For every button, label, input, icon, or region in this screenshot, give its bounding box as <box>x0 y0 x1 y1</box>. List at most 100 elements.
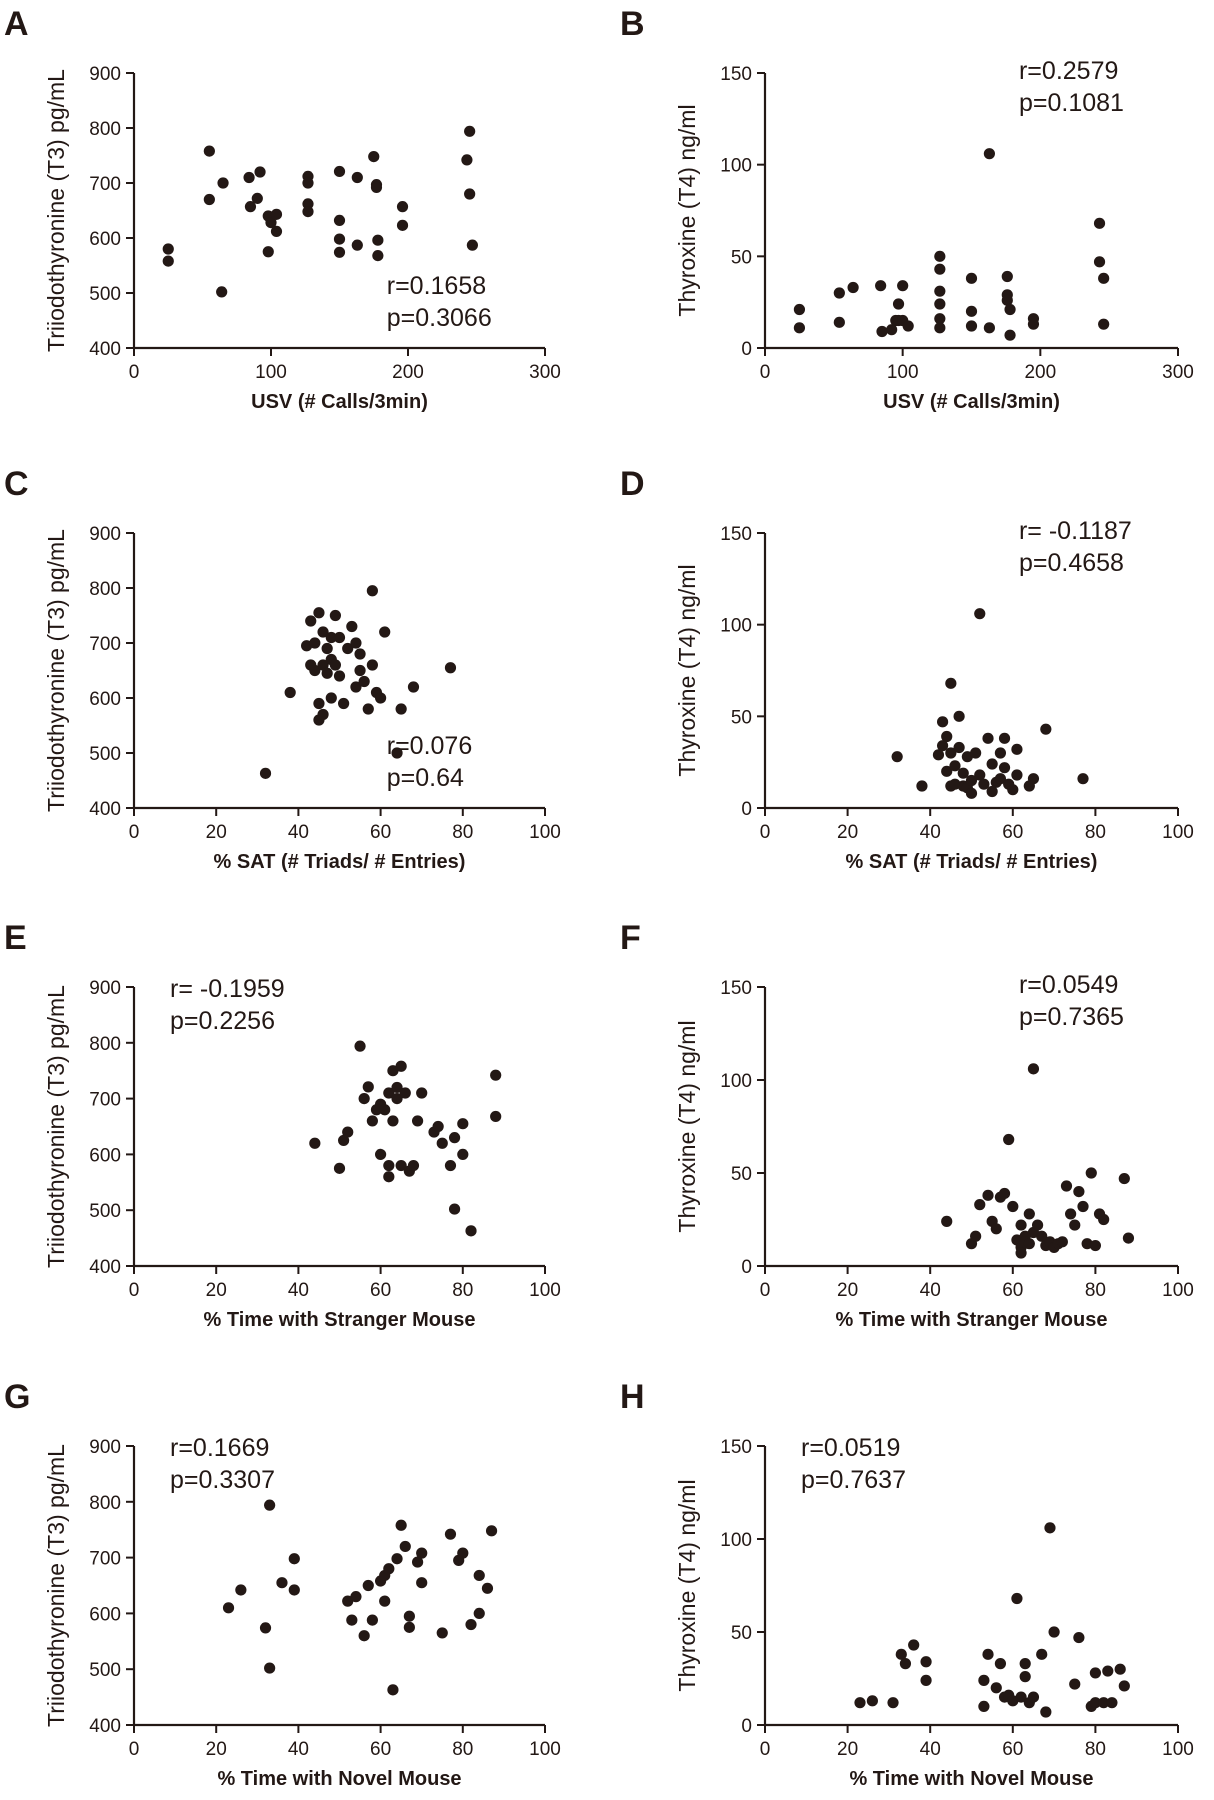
y-tick-label: 900 <box>89 978 121 999</box>
x-tick-label: 200 <box>1024 362 1056 383</box>
scatter-point <box>379 1595 391 1607</box>
scatter-point <box>1004 303 1016 316</box>
scatter-point <box>934 322 946 334</box>
y-tick-label: 400 <box>89 1716 121 1737</box>
scatter-point <box>270 225 283 237</box>
y-tick-label: 700 <box>89 1549 121 1570</box>
scatter-point <box>288 1553 300 1565</box>
scatter-point <box>251 192 263 204</box>
stat-p-value: p=0.3066 <box>387 304 492 332</box>
scatter-point <box>444 662 457 674</box>
scatter-point <box>317 708 329 721</box>
scatter-point <box>351 239 363 251</box>
scatter-point <box>411 1556 424 1568</box>
scatter-point <box>965 774 978 787</box>
y-tick-label: 400 <box>89 339 121 360</box>
y-tick-label: 900 <box>89 64 121 85</box>
scatter-point <box>481 1582 494 1594</box>
x-tick-label: 20 <box>206 1739 227 1760</box>
stat-p-value: p=0.2256 <box>170 1007 275 1035</box>
scatter-point <box>887 1697 899 1709</box>
scatter-point <box>448 1203 461 1215</box>
scatter-point <box>965 320 978 332</box>
scatter-point <box>490 1069 502 1081</box>
panel-G: G 400 500 600 700 800 900 0 20 40 60 80 100 % Time wi… <box>4 1378 561 1790</box>
scatter-point <box>1073 1186 1085 1198</box>
scatter-point <box>383 1563 395 1575</box>
scatter-point <box>866 1695 878 1707</box>
y-tick-label: 150 <box>720 1437 752 1458</box>
scatter-point <box>354 1040 366 1052</box>
scatter-point <box>1040 1706 1052 1718</box>
x-tick-label: 200 <box>392 362 424 383</box>
scatter-point <box>346 620 358 633</box>
scatter-point <box>1023 1208 1035 1220</box>
scatter-point <box>1118 1680 1130 1692</box>
scatter-point <box>982 1189 994 1201</box>
scatter-point <box>875 280 887 292</box>
scatter-point <box>1060 1180 1073 1192</box>
scatter-point <box>945 747 957 759</box>
x-tick-label: 40 <box>920 822 941 843</box>
panel-letter: H <box>620 1378 645 1416</box>
scatter-point <box>945 677 957 689</box>
scatter-point <box>448 1132 461 1144</box>
stat-p-value: p=0.7637 <box>801 1466 906 1494</box>
scatter-point <box>321 667 333 679</box>
y-tick-label: 0 <box>741 1716 752 1737</box>
scatter-point <box>1011 769 1023 781</box>
scatter-point <box>1027 773 1040 785</box>
stat-p-value: p=0.64 <box>387 764 464 792</box>
scatter-point <box>1098 318 1110 330</box>
scatter-point <box>941 1215 953 1227</box>
scatter-point <box>902 320 914 332</box>
scatter-point <box>368 151 380 163</box>
scatter-point <box>965 272 978 284</box>
scatter-point <box>934 250 946 262</box>
scatter-point <box>1106 1697 1118 1709</box>
x-tick-label: 300 <box>529 362 561 383</box>
scatter-point <box>457 1547 469 1559</box>
scatter-point <box>362 703 374 715</box>
scatter-point <box>1089 1697 1101 1709</box>
x-tick-label: 0 <box>760 1280 771 1301</box>
panel-B: B 0 50 100 150 0 100 200 300 USV (# Calls/3min) Th… <box>620 5 1194 413</box>
scatter-point <box>333 631 346 644</box>
scatter-point <box>342 1126 354 1138</box>
scatter-point <box>391 747 403 759</box>
scatter-point <box>403 1610 415 1622</box>
y-tick-label: 400 <box>89 799 121 820</box>
scatter-point <box>362 1081 374 1093</box>
scatter-point <box>350 681 362 693</box>
scatter-point <box>1098 272 1110 284</box>
panel-F: F 0 50 100 150 0 20 40 60 80 100 % Time with Strang… <box>620 919 1194 1331</box>
scatter-point <box>358 1093 370 1105</box>
scatter-point <box>978 778 990 790</box>
panel-letter: C <box>4 465 29 503</box>
scatter-point <box>391 1081 403 1094</box>
scatter-point <box>217 177 229 189</box>
x-tick-label: 80 <box>452 1280 473 1301</box>
x-tick-label: 0 <box>129 1280 140 1301</box>
scatter-point <box>932 749 945 761</box>
x-tick-label: 40 <box>288 1280 309 1301</box>
scatter-point <box>978 1674 990 1686</box>
y-tick-label: 600 <box>89 229 121 250</box>
scatter-point <box>321 642 333 655</box>
scatter-point <box>399 1087 411 1099</box>
scatter-point <box>366 1115 378 1127</box>
panel-letter: E <box>4 919 27 957</box>
x-tick-label: 80 <box>452 1739 473 1760</box>
scatter-point <box>1040 723 1052 735</box>
x-tick-label: 80 <box>1085 822 1106 843</box>
y-axis-label: Thyroxine (T4) ng/ml <box>674 1020 700 1232</box>
scatter-point <box>333 246 346 258</box>
scatter-point <box>444 1528 457 1540</box>
scatter-point <box>1089 1667 1101 1679</box>
x-tick-label: 80 <box>1085 1280 1106 1301</box>
scatter-point <box>317 626 329 638</box>
scatter-point <box>354 648 366 660</box>
scatter-point <box>317 659 329 671</box>
scatter-point <box>350 637 362 649</box>
scatter-point <box>375 692 387 704</box>
